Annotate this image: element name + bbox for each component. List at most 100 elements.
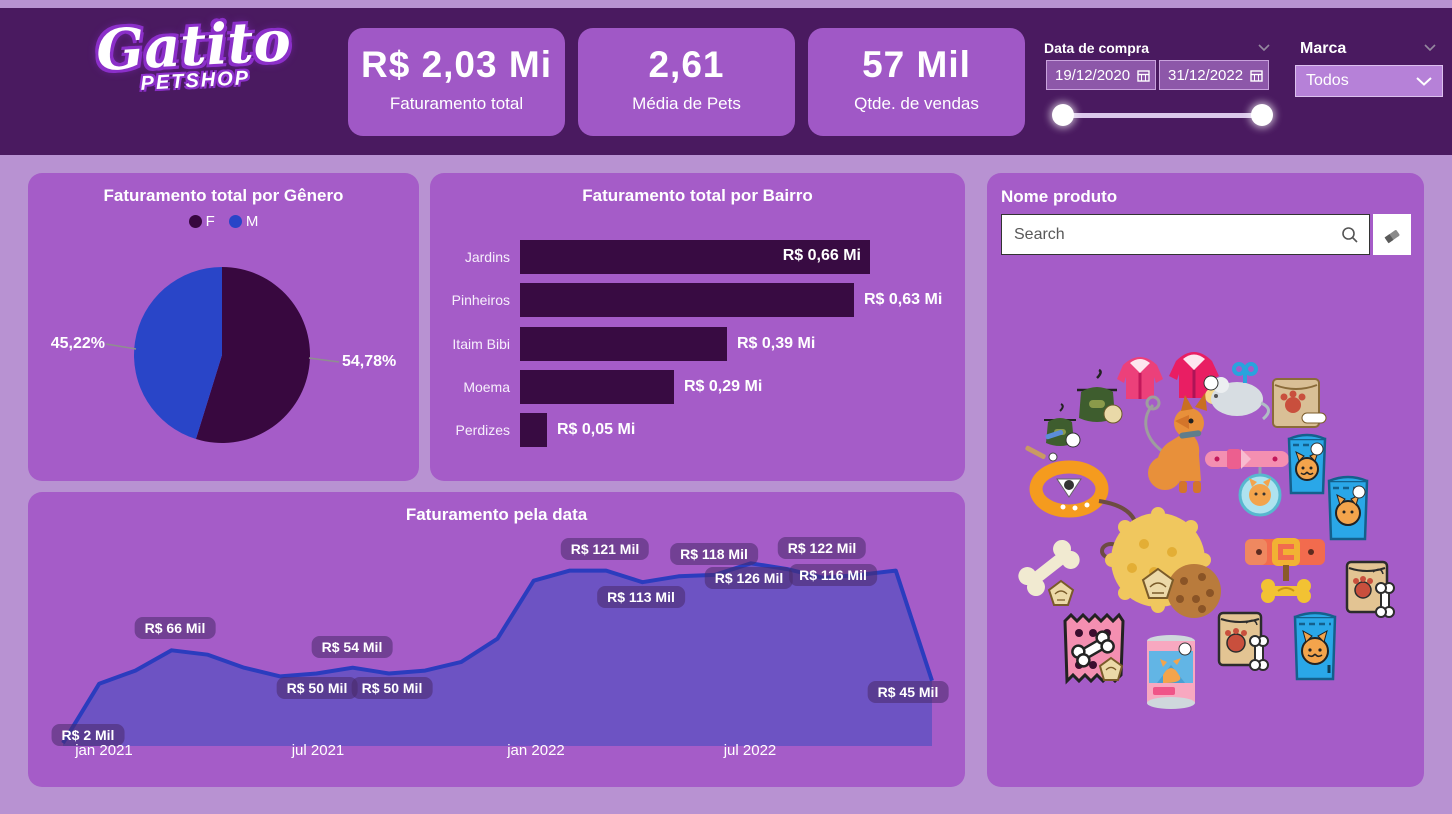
- bar-row-moema[interactable]: Moema R$ 0,29 Mi: [440, 370, 955, 404]
- bar-perdizes[interactable]: [520, 413, 547, 447]
- kibble-bag-blue-icon: [1287, 433, 1327, 495]
- pet-jacket-green-hanger-icon: [1077, 368, 1123, 424]
- bar-pinheiros[interactable]: [520, 283, 854, 317]
- eraser-icon: [1384, 229, 1400, 243]
- red-collar-with-buckle-icon: [1245, 538, 1325, 603]
- cat-food-can-icon: [1147, 635, 1195, 709]
- pie-pct-f: 54,78%: [342, 353, 397, 370]
- product-icons-cluster: [1018, 352, 1395, 709]
- pie-pct-m: 45,22%: [50, 335, 105, 352]
- date-range-slider-handle-end[interactable]: [1251, 104, 1273, 126]
- kpi-card-qtde-vendas: 57 Mil Qtde. de vendas: [808, 28, 1025, 136]
- pie-slice-f[interactable]: [195, 267, 310, 443]
- date-range-slider-track[interactable]: [1063, 113, 1262, 118]
- pie-slice-m[interactable]: [133, 267, 222, 440]
- treat-pack-brown-icon: [1272, 378, 1327, 428]
- area-fill: [63, 563, 932, 746]
- gender-chart-legend: F M: [28, 213, 419, 230]
- date-start-input[interactable]: [1046, 60, 1156, 90]
- dog-with-leash-icon: [1144, 393, 1207, 493]
- bone-white-icon: [1018, 539, 1080, 606]
- data-label: R$ 116 Mil: [789, 564, 877, 586]
- product-search-box[interactable]: [1001, 214, 1370, 255]
- bairro-chart-title: Faturamento total por Bairro: [582, 186, 813, 205]
- search-icon[interactable]: [1341, 226, 1359, 244]
- bar-itaim-bibi[interactable]: [520, 327, 727, 361]
- bar-value-label: R$ 0,66 Mi: [782, 247, 861, 264]
- bar-value-label: R$ 0,05 Mi: [557, 421, 636, 438]
- bar-category-label: Moema: [463, 379, 510, 395]
- header-bar: Gatito PETSHOP R$ 2,03 Mi Faturamento to…: [0, 8, 1452, 155]
- treat-bag-tan-icon: [1345, 560, 1395, 618]
- dog-cookie-icon: [1141, 564, 1221, 618]
- bar-category-label: Pinheiros: [451, 292, 510, 308]
- date-end-input[interactable]: [1159, 60, 1269, 90]
- date-end-field[interactable]: [1159, 60, 1269, 90]
- chevron-down-icon[interactable]: [1258, 44, 1270, 51]
- chevron-down-icon[interactable]: [1424, 44, 1436, 51]
- clear-filter-button[interactable]: [1373, 214, 1411, 255]
- bar-row-itaim-bibi[interactable]: Itaim Bibi R$ 0,39 Mi: [440, 327, 955, 361]
- brand-dropdown[interactable]: Todos: [1295, 65, 1443, 97]
- data-label: R$ 50 Mil: [351, 677, 433, 699]
- legend-dot-m: [228, 215, 242, 228]
- treat-bag-tan-2-icon: [1217, 611, 1269, 671]
- date-start-field[interactable]: [1046, 60, 1156, 90]
- kpi-card-media-pets: 2,61 Média de Pets: [578, 28, 795, 136]
- bar-jardins[interactable]: R$ 0,66 Mi: [520, 240, 870, 274]
- leader-line: [105, 343, 137, 350]
- data-label: R$ 50 Mil: [276, 677, 358, 699]
- kibble-bag-blue-2-icon: [1327, 475, 1369, 541]
- bar-value-label: R$ 0,29 Mi: [684, 378, 763, 395]
- kpi-label: Faturamento total: [389, 94, 524, 113]
- date-chart-panel: Faturamento pela data R$ 2 Mil R$ 66 Mil…: [28, 492, 965, 787]
- cat-toy-sticks-icon: [1025, 429, 1064, 462]
- brand-slicer-title: Marca: [1300, 40, 1347, 57]
- product-search-input[interactable]: [1012, 215, 1336, 254]
- gender-chart-panel: Faturamento total por Gênero F M 45,22% …: [28, 173, 419, 481]
- legend-label-f: F: [205, 213, 215, 230]
- bar-row-perdizes[interactable]: Perdizes R$ 0,05 Mi: [440, 413, 955, 447]
- data-label: R$ 118 Mil: [670, 543, 758, 565]
- pet-coat-pink-icon: [1117, 357, 1163, 399]
- logo: Gatito PETSHOP: [82, 8, 306, 98]
- leader-line: [308, 357, 340, 363]
- data-label: R$ 122 Mil: [777, 537, 867, 559]
- data-label: R$ 121 Mil: [560, 538, 650, 560]
- x-axis-tick: jan 2021: [75, 742, 133, 759]
- legend-label-m: M: [245, 213, 259, 230]
- kpi-label: Qtde. de vendas: [854, 94, 979, 113]
- chevron-down-icon: [1416, 76, 1432, 86]
- product-panel: Nome produto: [987, 173, 1424, 787]
- bar-row-jardins[interactable]: Jardins R$ 0,66 Mi: [440, 240, 955, 274]
- pet-jacket-green-hanger-small-icon: [1044, 403, 1081, 448]
- bar-category-label: Itaim Bibi: [452, 336, 510, 352]
- data-label: R$ 66 Mil: [134, 617, 216, 639]
- x-axis-tick: jan 2022: [507, 742, 565, 759]
- kpi-value: 2,61: [648, 44, 725, 85]
- bar-row-pinheiros[interactable]: Pinheiros R$ 0,63 Mi: [440, 283, 955, 317]
- data-label: R$ 113 Mil: [597, 586, 685, 608]
- bar-category-label: Jardins: [464, 249, 510, 265]
- kpi-value: R$ 2,03 Mi: [361, 44, 552, 85]
- bairro-chart-panel: Faturamento total por Bairro Jardins R$ …: [430, 173, 965, 481]
- pink-collar-with-cat-tag-icon: [1205, 449, 1289, 517]
- kpi-card-faturamento-total: R$ 2,03 Mi Faturamento total: [348, 28, 565, 136]
- kpi-label: Média de Pets: [632, 94, 741, 113]
- kibble-bag-blue-cat-icon: [1293, 611, 1337, 681]
- x-axis-tick: jul 2021: [291, 742, 345, 759]
- bar-moema[interactable]: [520, 370, 674, 404]
- date-chart-title: Faturamento pela data: [405, 505, 588, 524]
- gender-chart-title: Faturamento total por Gênero: [103, 186, 344, 205]
- wind-up-mouse-toy-icon: [1203, 362, 1270, 421]
- brand-dropdown-value: Todos: [1306, 72, 1349, 89]
- kpi-value: 57 Mil: [862, 44, 971, 85]
- pink-treat-packet-icon: [1063, 612, 1125, 685]
- bar-value-label: R$ 0,39 Mi: [737, 335, 816, 352]
- date-range-slider-handle-start[interactable]: [1052, 104, 1074, 126]
- gender-pie-chart[interactable]: [28, 173, 419, 481]
- data-label: R$ 45 Mil: [867, 681, 949, 703]
- date-slicer-title: Data de compra: [1044, 40, 1150, 56]
- data-label: R$ 54 Mil: [311, 636, 393, 658]
- x-axis-tick: jul 2022: [723, 742, 777, 759]
